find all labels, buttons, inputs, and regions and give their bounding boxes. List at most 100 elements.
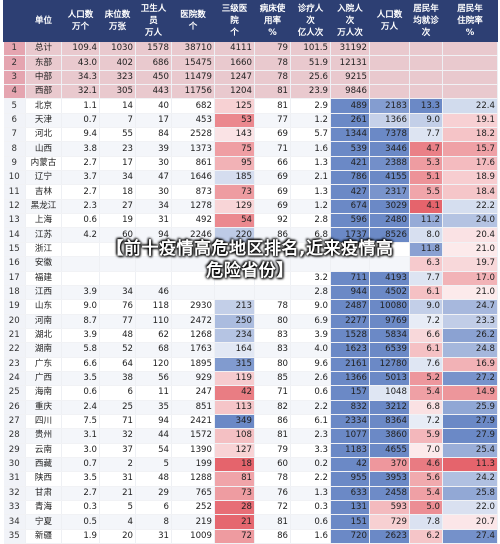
- table-cell: 27.9: [442, 414, 498, 430]
- table-cell: [135, 271, 172, 286]
- table-cell: 55: [99, 127, 136, 143]
- table-cell: 32.1: [61, 84, 100, 100]
- table-cell: 1204: [214, 84, 255, 100]
- table-cell: [61, 242, 100, 258]
- table-cell: 81: [254, 84, 291, 100]
- table-cell: 8.7: [61, 314, 100, 329]
- table-cell: 80: [254, 314, 291, 329]
- table-cell: 22.0: [442, 500, 498, 516]
- table-row: 2 东部 43.0 402 686 15475 1660 78 51.9 12131: [3, 55, 498, 71]
- table-cell: 35: [135, 400, 172, 415]
- table-row: 24 广西 3.5 38 56 929 119 85 2.6 1366 5013 5.2 27.2: [3, 371, 498, 387]
- header-text: 床位数: [104, 10, 131, 20]
- table-cell: 3.3: [290, 443, 331, 458]
- table-row: 29 云南 3.0 37 54 1390 127 79 3.3 1183 4655 7.0 25.4: [3, 443, 498, 458]
- table-row: 31 陕西 3.5 31 48 1288 81 78 2.2 955 3953 5.6 24.2: [3, 471, 498, 487]
- table-row: 11 吉林 2.7 18 30 873 73 69 1.3 427 2317 5.5 18.4: [3, 184, 498, 200]
- table-cell: 2472: [171, 314, 215, 329]
- table-cell: [442, 84, 498, 100]
- table-cell: 2528: [171, 127, 215, 143]
- table-cell: 3953: [369, 471, 410, 487]
- table-cell: 125: [214, 98, 255, 114]
- table-cell: 4.7: [409, 141, 443, 157]
- row-index: 12: [3, 199, 26, 215]
- table-cell: 11: [135, 385, 172, 401]
- table-cell: 3860: [369, 428, 410, 444]
- table-cell: 34: [99, 170, 136, 186]
- table-cell: 7378: [369, 127, 410, 143]
- region-name: 吉林: [25, 184, 62, 200]
- table-cell: 873: [171, 184, 215, 200]
- row-index: 4: [3, 84, 26, 100]
- table-cell: [442, 55, 498, 71]
- table-cell: 2.3: [290, 428, 331, 444]
- table-cell: 80: [254, 357, 291, 372]
- header-text: 个: [188, 22, 198, 32]
- health-statistics-table: 单位 人口数 万个 床位数 万张 卫生人员万人 医院数个三级医院个病床使 用率% 诊疗人次亿人次…: [3, 0, 498, 544]
- header-text: 万人次: [337, 28, 363, 38]
- header-text: 人口数: [376, 10, 403, 20]
- table-cell: 85: [254, 371, 291, 387]
- header-text: 次: [345, 16, 355, 26]
- table-cell: 34.3: [61, 70, 100, 86]
- table-cell: 3.9: [61, 328, 100, 344]
- region-name: 广东: [25, 357, 62, 372]
- table-cell: [369, 41, 410, 57]
- table-cell: 9769: [369, 314, 410, 329]
- header-text: 万张: [108, 22, 126, 32]
- table-row: 14 江苏 4.2 60 94 2246 220 86 6.8 1737 8526 8.0 20.4: [3, 227, 498, 243]
- header-text: %: [465, 28, 475, 38]
- table-cell: 151: [330, 514, 370, 530]
- table-cell: 4.1: [409, 199, 443, 215]
- table-cell: 2480: [369, 213, 410, 229]
- table-cell: 129: [214, 199, 255, 215]
- table-cell: 39: [135, 141, 172, 157]
- table-cell: 3029: [369, 199, 410, 215]
- header-cell: 居民年 均就诊次: [409, 0, 443, 42]
- table-row: 13 上海 0.6 19 31 492 54 92 2.8 596 2480 11.2 24.0: [3, 213, 498, 229]
- table-cell: 82: [254, 400, 291, 415]
- table-cell: 1895: [171, 357, 215, 372]
- table-cell: 765: [171, 486, 215, 502]
- table-cell: 23: [99, 141, 136, 157]
- table-cell: 370: [369, 457, 410, 473]
- table-cell: 94: [135, 414, 172, 430]
- region-name: 青海: [25, 500, 62, 516]
- table-cell: 453: [171, 113, 215, 129]
- table-cell: 3.5: [61, 471, 100, 487]
- table-row: 10 辽宁 3.7 34 47 1646 185 69 2.1 786 4155 5.1 18.9: [3, 170, 498, 186]
- row-index: 26: [3, 400, 26, 415]
- region-name: 上海: [25, 213, 62, 229]
- table-cell: 2.1: [290, 170, 331, 186]
- table-cell: 247: [171, 385, 215, 401]
- table-cell: 22.4: [442, 98, 498, 114]
- table-cell: 7: [99, 113, 136, 129]
- table-cell: 25.6: [290, 70, 331, 86]
- table-cell: 0.7: [61, 457, 100, 473]
- table-cell: 1.3: [290, 156, 331, 172]
- table-cell: 69: [254, 127, 291, 143]
- table-cell: 349: [214, 414, 255, 430]
- row-index: 23: [3, 357, 26, 372]
- table-cell: 1247: [214, 70, 255, 86]
- region-name: 辽宁: [25, 170, 62, 186]
- region-name: 陕西: [25, 471, 62, 487]
- table-cell: 6: [99, 385, 136, 401]
- header-text: 医院数: [180, 10, 206, 20]
- table-cell: 861: [171, 156, 215, 172]
- table-cell: 20: [99, 529, 136, 544]
- table-cell: 27: [99, 199, 136, 215]
- table-cell: 84: [135, 127, 172, 143]
- table-cell: 1183: [330, 443, 370, 458]
- table-cell: 1390: [171, 443, 215, 458]
- table-cell: 3.9: [61, 285, 100, 301]
- table-cell: 15.7: [442, 141, 498, 157]
- table-cell: [99, 242, 136, 258]
- table-cell: 0.7: [61, 113, 100, 129]
- table-cell: 108: [214, 428, 255, 444]
- table-cell: 2.7: [61, 184, 100, 200]
- table-cell: 0.3: [290, 500, 331, 516]
- region-name: 广西: [25, 371, 62, 387]
- table-row: 16 安徽 6.3 19.7: [3, 256, 498, 272]
- table-cell: 1268: [171, 328, 215, 344]
